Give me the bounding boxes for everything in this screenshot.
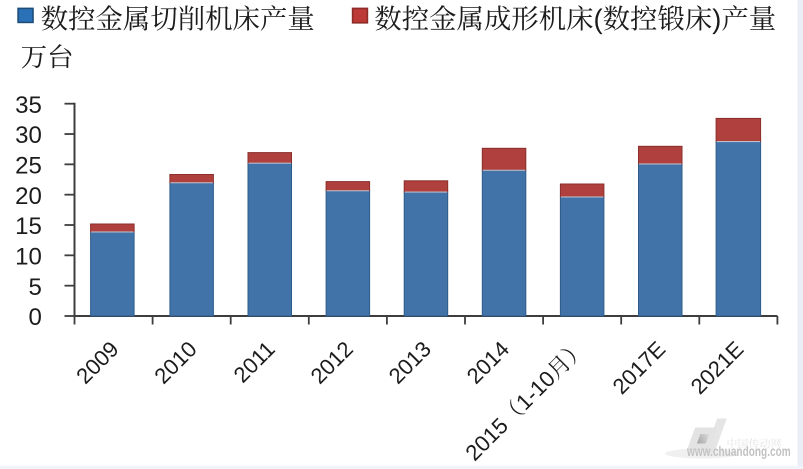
- svg-text:10: 10: [15, 244, 42, 271]
- svg-text:35: 35: [15, 92, 42, 119]
- svg-text:5: 5: [28, 274, 41, 301]
- svg-text:15: 15: [15, 213, 42, 240]
- svg-text:www.chuandong.com: www.chuandong.com: [686, 444, 791, 460]
- svg-text:0: 0: [28, 304, 41, 331]
- svg-text:20: 20: [15, 183, 42, 210]
- svg-text:30: 30: [15, 122, 42, 149]
- svg-text:25: 25: [15, 153, 42, 180]
